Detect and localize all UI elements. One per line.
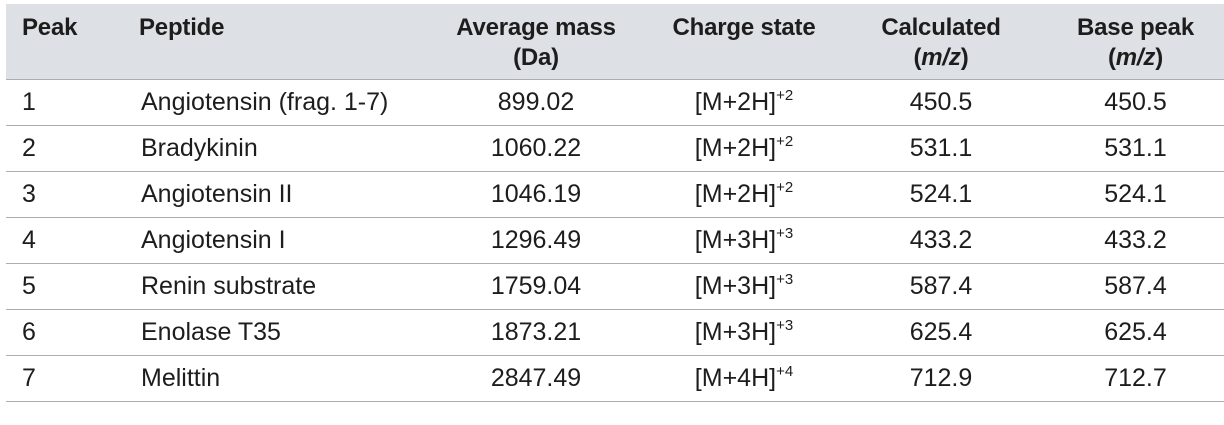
- cell-peak: 1: [6, 79, 139, 126]
- cell-peptide: Angiotensin (frag. 1-7): [139, 79, 429, 126]
- charge-state-base: [M+3H]: [694, 226, 777, 254]
- header-average-mass-line2: (Da): [513, 44, 559, 71]
- cell-average-mass: 1873.21: [429, 309, 643, 356]
- cell-average-mass: 1060.22: [429, 125, 643, 172]
- cell-base-peak: 450.5: [1037, 79, 1224, 126]
- header-calculated: Calculated (m/z): [845, 4, 1037, 80]
- cell-peptide: Melittin: [139, 355, 429, 402]
- header-peak-label: Peak: [22, 14, 78, 41]
- cell-peak: 7: [6, 355, 139, 402]
- cell-average-mass: 899.02: [429, 79, 643, 126]
- table-row: 5 Renin substrate 1759.04 [M+3H]+3 587.4…: [6, 263, 1224, 310]
- cell-peak: 3: [6, 171, 139, 218]
- cell-charge-state: [M+3H]+3: [643, 263, 845, 310]
- cell-average-mass: 1296.49: [429, 217, 643, 264]
- header-calculated-line1: Calculated: [881, 14, 1001, 41]
- cell-peak: 5: [6, 263, 139, 310]
- cell-calculated: 450.5: [845, 79, 1037, 126]
- cell-charge-state: [M+4H]+4: [643, 355, 845, 402]
- cell-calculated: 433.2: [845, 217, 1037, 264]
- header-charge-state: Charge state: [643, 4, 845, 80]
- cell-charge-state: [M+2H]+2: [643, 125, 845, 172]
- header-base-peak: Base peak (m/z): [1037, 4, 1224, 80]
- peptide-table: Peak Peptide Average mass (Da) Charge st…: [6, 4, 1224, 402]
- header-base-peak-unit: m/z: [1115, 44, 1156, 71]
- cell-calculated: 625.4: [845, 309, 1037, 356]
- charge-state-base: [M+2H]: [694, 88, 777, 116]
- cell-base-peak: 712.7: [1037, 355, 1224, 402]
- charge-state-superscript: +2: [776, 133, 794, 150]
- cell-peak: 4: [6, 217, 139, 264]
- header-calculated-open: (: [913, 44, 922, 71]
- cell-peptide: Renin substrate: [139, 263, 429, 310]
- cell-average-mass: 1046.19: [429, 171, 643, 218]
- header-base-peak-close: ): [1155, 44, 1163, 71]
- cell-charge-state: [M+2H]+2: [643, 171, 845, 218]
- charge-state-superscript: +3: [776, 271, 794, 288]
- header-calculated-unit: m/z: [921, 44, 961, 71]
- charge-state-base: [M+3H]: [694, 272, 777, 300]
- cell-base-peak: 587.4: [1037, 263, 1224, 310]
- table-header: Peak Peptide Average mass (Da) Charge st…: [6, 4, 1224, 80]
- charge-state-superscript: +3: [776, 225, 794, 242]
- cell-peptide: Angiotensin I: [139, 217, 429, 264]
- header-charge-state-label: Charge state: [672, 14, 816, 41]
- table-body: 1 Angiotensin (frag. 1-7) 899.02 [M+2H]+…: [6, 79, 1224, 402]
- header-peak: Peak: [6, 4, 139, 80]
- cell-peptide: Angiotensin II: [139, 171, 429, 218]
- cell-average-mass: 2847.49: [429, 355, 643, 402]
- cell-peptide: Enolase T35: [139, 309, 429, 356]
- charge-state-base: [M+4H]: [694, 364, 777, 392]
- charge-state-superscript: +2: [776, 87, 794, 104]
- cell-peptide: Bradykinin: [139, 125, 429, 172]
- charge-state-superscript: +3: [776, 317, 794, 334]
- header-row: Peak Peptide Average mass (Da) Charge st…: [6, 4, 1224, 80]
- table-row: 3 Angiotensin II 1046.19 [M+2H]+2 524.1 …: [6, 171, 1224, 218]
- header-average-mass: Average mass (Da): [429, 4, 643, 80]
- cell-charge-state: [M+2H]+2: [643, 79, 845, 126]
- header-base-peak-open: (: [1107, 44, 1116, 71]
- cell-base-peak: 524.1: [1037, 171, 1224, 218]
- cell-calculated: 524.1: [845, 171, 1037, 218]
- table-row: 7 Melittin 2847.49 [M+4H]+4 712.9 712.7: [6, 355, 1224, 402]
- cell-calculated: 531.1: [845, 125, 1037, 172]
- cell-peak: 6: [6, 309, 139, 356]
- cell-peak: 2: [6, 125, 139, 172]
- header-average-mass-line1: Average mass: [456, 14, 616, 41]
- cell-base-peak: 531.1: [1037, 125, 1224, 172]
- table-row: 2 Bradykinin 1060.22 [M+2H]+2 531.1 531.…: [6, 125, 1224, 172]
- cell-calculated: 712.9: [845, 355, 1037, 402]
- cell-base-peak: 625.4: [1037, 309, 1224, 356]
- peptide-table-container: Peak Peptide Average mass (Da) Charge st…: [6, 4, 1224, 402]
- charge-state-superscript: +4: [776, 363, 794, 380]
- header-peptide-label: Peptide: [139, 14, 225, 41]
- header-calculated-close: ): [960, 44, 969, 71]
- charge-state-base: [M+3H]: [694, 318, 777, 346]
- header-base-peak-line1: Base peak: [1077, 14, 1194, 41]
- header-peptide: Peptide: [139, 4, 429, 80]
- charge-state-base: [M+2H]: [694, 134, 777, 162]
- table-row: 6 Enolase T35 1873.21 [M+3H]+3 625.4 625…: [6, 309, 1224, 356]
- charge-state-base: [M+2H]: [694, 180, 777, 208]
- cell-charge-state: [M+3H]+3: [643, 217, 845, 264]
- charge-state-superscript: +2: [776, 179, 794, 196]
- cell-base-peak: 433.2: [1037, 217, 1224, 264]
- table-row: 4 Angiotensin I 1296.49 [M+3H]+3 433.2 4…: [6, 217, 1224, 264]
- cell-charge-state: [M+3H]+3: [643, 309, 845, 356]
- table-row: 1 Angiotensin (frag. 1-7) 899.02 [M+2H]+…: [6, 79, 1224, 126]
- cell-calculated: 587.4: [845, 263, 1037, 310]
- cell-average-mass: 1759.04: [429, 263, 643, 310]
